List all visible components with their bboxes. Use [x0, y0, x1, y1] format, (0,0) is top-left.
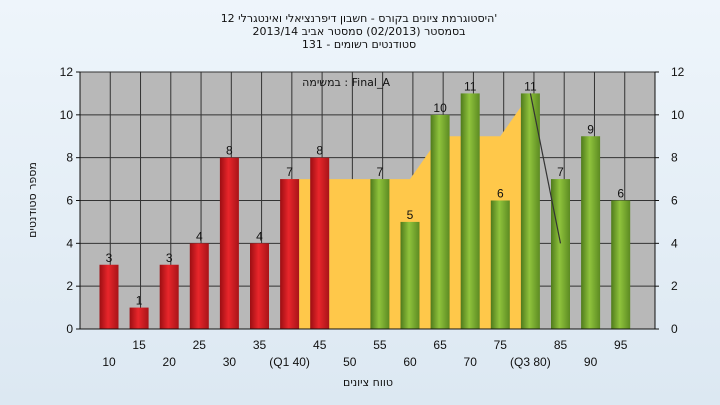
- data-label: 7: [286, 165, 293, 179]
- x-tick-label-lower: (Q3 80): [510, 355, 551, 369]
- x-tick-label-upper: 95: [614, 338, 628, 352]
- data-label: 7: [377, 165, 384, 179]
- bar: [159, 264, 179, 329]
- y-tick-label-left: 12: [60, 65, 74, 79]
- bar: [581, 136, 601, 329]
- data-label: 3: [106, 251, 113, 265]
- data-label: 7: [557, 165, 564, 179]
- y-tick-label-right: 8: [671, 151, 678, 165]
- y-axis-title: מספר סטודנטים: [26, 162, 39, 238]
- bar: [99, 264, 119, 329]
- data-label: 11: [524, 79, 537, 93]
- label-layer: 3 1 3 4 8 4 7 8 7 5 10 11 6 11 7 9 6: [106, 79, 625, 307]
- y-tick-label-left: 8: [66, 151, 73, 165]
- bar: [280, 179, 300, 329]
- x-tick-label-lower: 30: [223, 355, 237, 369]
- bar: [129, 307, 149, 329]
- bar: [430, 114, 450, 329]
- data-label: 6: [497, 187, 504, 201]
- y-tick-label-left: 10: [60, 108, 74, 122]
- x-tick-label-upper: 85: [554, 338, 568, 352]
- bar: [520, 93, 540, 330]
- bar: [219, 157, 239, 329]
- x-tick-label-upper: 25: [193, 338, 207, 352]
- data-label: 5: [407, 208, 414, 222]
- data-label: 8: [226, 144, 233, 158]
- y-tick-label-left: 2: [66, 279, 73, 293]
- data-label: 9: [587, 122, 594, 136]
- data-label: 11: [464, 79, 477, 93]
- bar: [611, 200, 631, 329]
- x-tick-label-upper: 45: [313, 338, 327, 352]
- y-tick-label-left: 4: [66, 236, 73, 250]
- bar: [400, 221, 420, 329]
- y-tick-label-right: 12: [671, 65, 685, 79]
- data-label: 10: [433, 101, 447, 115]
- data-label: 8: [316, 144, 323, 158]
- x-tick-label-upper: 65: [433, 338, 447, 352]
- chart-title-line-2: בסמסטר (02/2013) סמסטר אביב 2013/14: [252, 25, 465, 38]
- data-label: 4: [196, 229, 203, 243]
- y-tick-label-left: 0: [66, 322, 73, 336]
- bar: [490, 200, 510, 329]
- x-tick-label-upper: 75: [494, 338, 508, 352]
- chart-title-line-3: סטודנטים רשומים - 131: [302, 38, 416, 51]
- y-tick-label-right: 2: [671, 279, 678, 293]
- chart-title-line-1: היסטוגרמת ציונים בקורס - חשבון דיפרנציאל…: [221, 12, 498, 25]
- x-tick-label-lower: 70: [464, 355, 478, 369]
- x-tick-label-lower: 90: [584, 355, 598, 369]
- data-label: 3: [166, 251, 173, 265]
- x-tick-label-upper: 15: [132, 338, 146, 352]
- bar-layer: [99, 93, 631, 330]
- x-tick-label-lower: 10: [102, 355, 116, 369]
- x-tick-label-lower: (Q1 40): [269, 355, 310, 369]
- x-axis-title: טווח ציונים: [343, 376, 393, 389]
- bar: [189, 243, 209, 329]
- data-label: 6: [617, 187, 624, 201]
- x-tick-label-lower: 20: [163, 355, 177, 369]
- line-layer: [529, 93, 562, 244]
- y-tick-label-right: 4: [671, 236, 678, 250]
- data-label: 4: [256, 229, 263, 243]
- bar: [370, 179, 390, 329]
- y-tick-label-left: 6: [66, 194, 73, 208]
- y-tick-label-right: 0: [671, 322, 678, 336]
- x-tick-label-lower: 60: [403, 355, 417, 369]
- bar: [310, 157, 330, 329]
- bar: [250, 243, 269, 329]
- y-tick-label-right: 6: [671, 194, 678, 208]
- x-tick-label-upper: 35: [253, 338, 267, 352]
- x-tick-label-lower: 50: [343, 355, 357, 369]
- chart-annotation: במשימה : Final_A: [302, 76, 390, 89]
- x-tick-label-upper: 55: [373, 338, 387, 352]
- data-label: 1: [136, 294, 143, 308]
- y-tick-label-right: 10: [671, 108, 685, 122]
- line-series: [529, 93, 562, 244]
- bar: [460, 93, 480, 330]
- bar: [551, 179, 570, 329]
